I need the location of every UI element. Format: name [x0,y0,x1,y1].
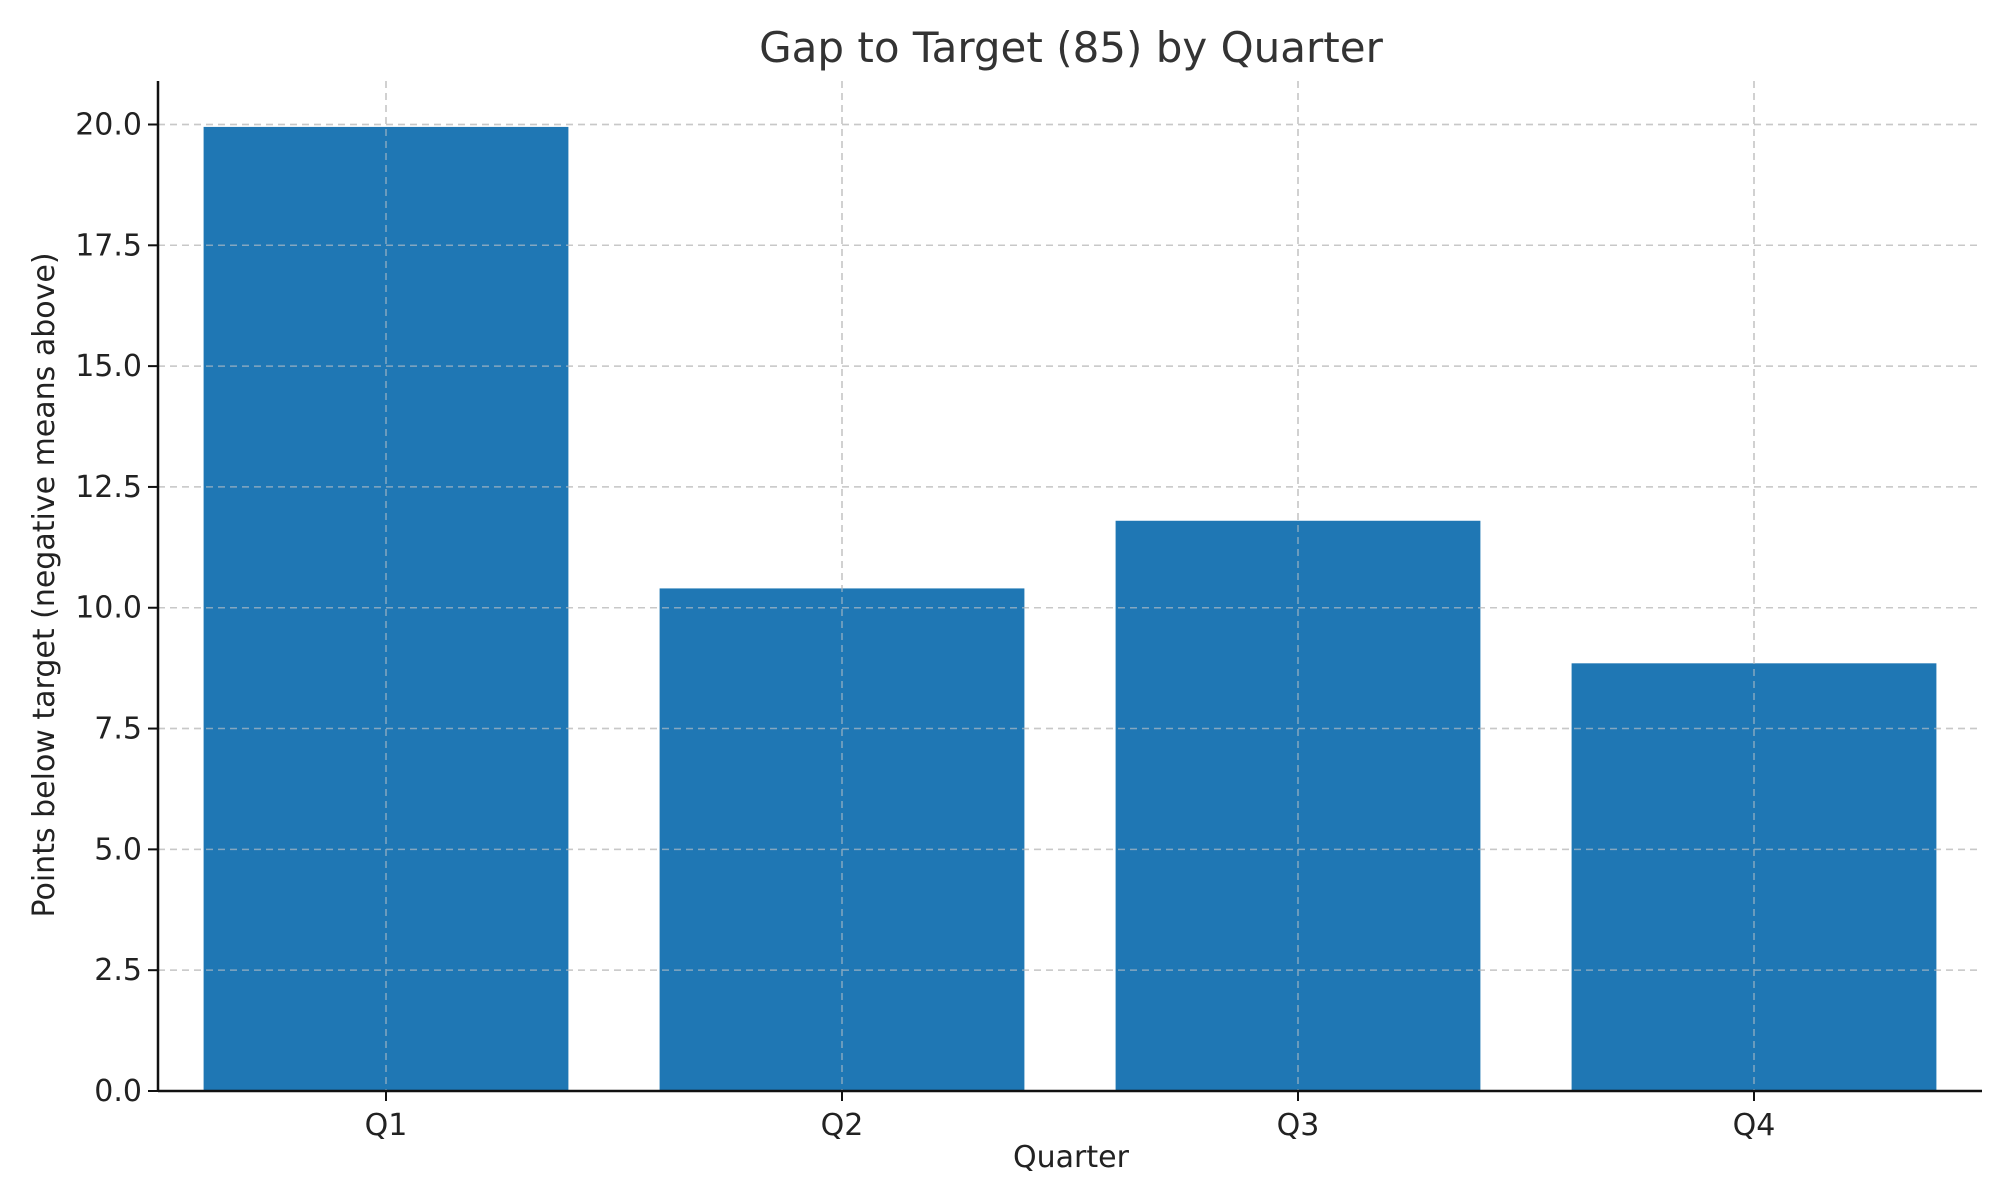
y-tick-label: 0.0 [94,1074,142,1109]
y-tick-label: 12.5 [75,470,142,505]
y-tick-label: 2.5 [94,953,142,988]
x-tick-label: Q2 [821,1108,864,1143]
y-tick-label: 10.0 [75,591,142,626]
x-tick-label: Q4 [1733,1108,1776,1143]
y-tick-label: 15.0 [75,349,142,384]
x-tick-label: Q1 [365,1108,408,1143]
chart-title: Gap to Target (85) by Quarter [759,23,1384,72]
y-tick-label: 20.0 [75,107,142,142]
y-tick-label: 17.5 [75,228,142,263]
x-tick-label: Q3 [1277,1108,1320,1143]
bar-layer [203,126,1937,1092]
grid-overlay [158,81,1982,1092]
y-axis-label: Points below target (negative means abov… [27,252,62,917]
y-tick-label: 5.0 [94,832,142,867]
y-tick-label: 7.5 [94,712,142,747]
x-axis-label: Quarter [1013,1140,1130,1175]
tick-layer: 0.0 2.5 5.0 7.5 10.0 12.5 15.0 17.5 20.0 Q1 Q2 Q3 Q4 [75,107,1775,1143]
